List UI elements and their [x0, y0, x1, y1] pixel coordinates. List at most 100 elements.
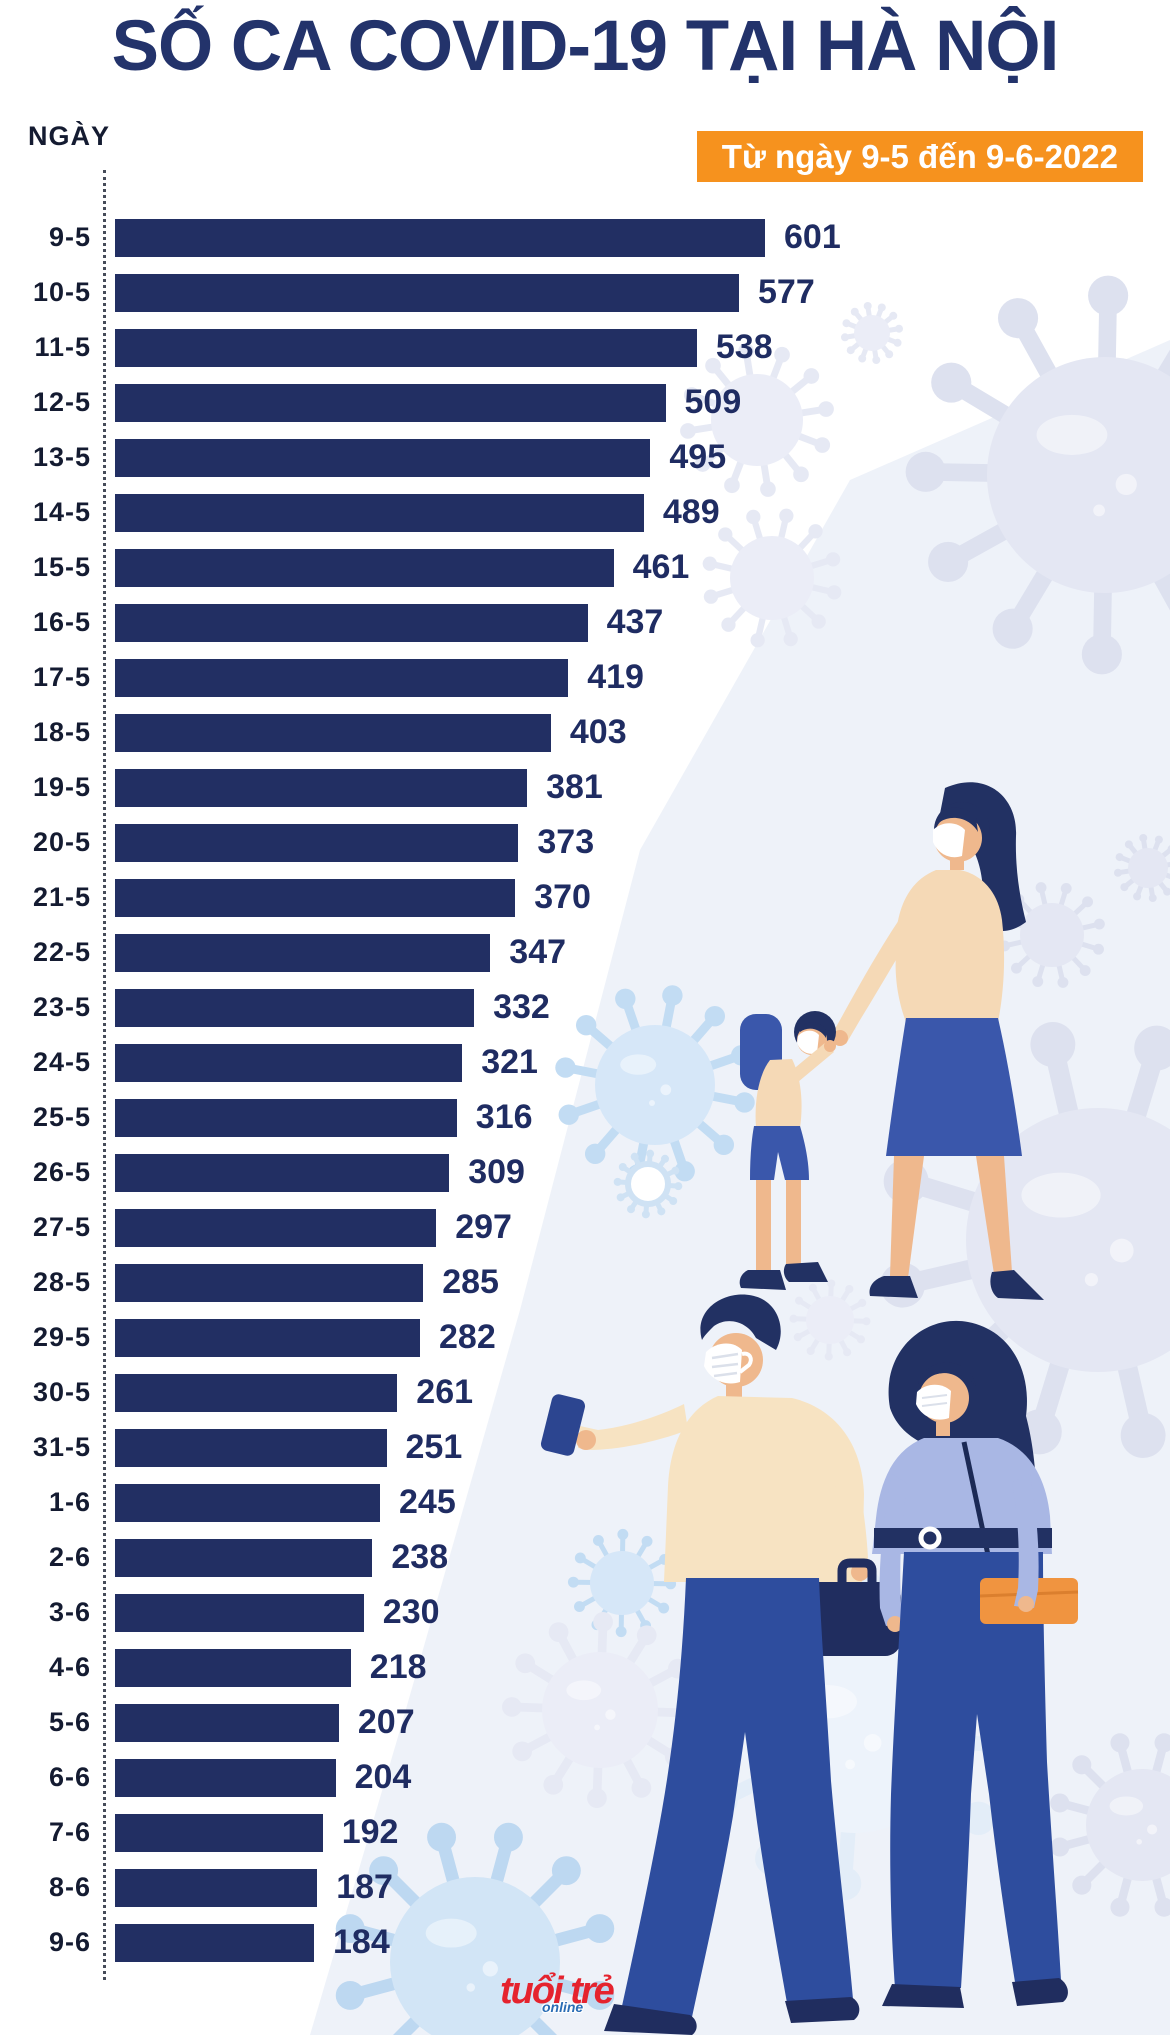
chart-row: 23-5 332 [0, 980, 900, 1035]
chart-row: 25-5 316 [0, 1090, 900, 1145]
chart-row: 15-5 461 [0, 540, 900, 595]
date-label: 29-5 [32, 1322, 91, 1352]
bar [115, 1263, 424, 1302]
value-label: 207 [357, 1703, 415, 1741]
chart-row: 18-5 403 [0, 705, 900, 760]
bar [115, 1153, 450, 1192]
bar [115, 658, 569, 697]
value-label: 321 [481, 1043, 538, 1081]
date-label: 6-6 [48, 1762, 91, 1792]
virus-icon [702, 508, 842, 648]
bar [115, 823, 519, 862]
value-label: 245 [399, 1483, 456, 1521]
face-mask-icon [933, 823, 965, 858]
date-label: 16-5 [32, 607, 91, 637]
date-label: 31-5 [32, 1432, 91, 1462]
value-label: 204 [354, 1758, 412, 1796]
date-label: 17-5 [32, 662, 91, 692]
date-label: 13-5 [32, 442, 91, 472]
period-badge: Từ ngày 9-5 đến 9-6-2022 [696, 131, 1143, 182]
logo-sub-text: online [542, 1999, 584, 2015]
virus-icons [335, 275, 1170, 2035]
chart-row: 4-6 218 [0, 1640, 900, 1695]
virus-icon [502, 1612, 698, 1808]
value-label: 437 [606, 603, 664, 641]
value-label: 261 [416, 1373, 474, 1411]
bar [115, 438, 651, 477]
bar [115, 1813, 323, 1852]
date-label: 27-5 [32, 1212, 91, 1242]
value-label: 489 [662, 493, 720, 531]
date-label: 3-6 [48, 1597, 91, 1627]
date-label: 15-5 [32, 552, 91, 582]
value-label: 419 [587, 658, 644, 696]
date-label: 22-5 [32, 937, 91, 967]
date-label: 28-5 [32, 1267, 91, 1297]
date-label: 25-5 [32, 1102, 91, 1132]
woman-and-child-illustration [739, 782, 1044, 1300]
chart-row: 9-6 184 [0, 1915, 900, 1970]
chart-row: 2-6 238 [0, 1530, 900, 1585]
bar [115, 1648, 351, 1687]
chart-row: 28-5 285 [0, 1255, 900, 1310]
chart-row: 3-6 230 [0, 1585, 900, 1640]
bar [115, 1758, 336, 1797]
logo-main-text: tuổi trẻ [500, 1970, 615, 2012]
date-label: 2-6 [48, 1542, 91, 1572]
date-label: 7-6 [48, 1817, 91, 1847]
bar [115, 933, 491, 972]
virus-icon [335, 1822, 615, 2035]
value-label: 577 [758, 273, 815, 311]
bar [115, 1923, 314, 1962]
chart-row: 6-6 204 [0, 1750, 900, 1805]
chart-row: 14-5 489 [0, 485, 900, 540]
value-label: 282 [439, 1318, 496, 1356]
value-label: 403 [569, 713, 627, 751]
bar [115, 988, 475, 1027]
value-label: 187 [336, 1868, 393, 1906]
chart-row: 12-5 509 [0, 375, 900, 430]
chart-row: 5-6 207 [0, 1695, 900, 1750]
value-label: 461 [632, 548, 690, 586]
virus-icon [1113, 833, 1170, 903]
chart-row: 22-5 347 [0, 925, 900, 980]
virus-icon [613, 1149, 683, 1219]
man-and-woman-illustration [540, 1294, 1079, 2035]
value-label: 230 [382, 1593, 440, 1631]
chart-row: 30-5 261 [0, 1365, 900, 1420]
chart-row: 13-5 495 [0, 430, 900, 485]
value-label: 316 [475, 1098, 533, 1136]
phone-icon [540, 1394, 586, 1456]
bar [115, 603, 588, 642]
bar [115, 273, 739, 312]
bar [115, 1318, 420, 1357]
value-label: 251 [405, 1428, 463, 1466]
bar [115, 548, 614, 587]
value-label: 218 [369, 1648, 427, 1686]
date-label: 21-5 [32, 882, 91, 912]
value-label: 238 [391, 1538, 449, 1576]
chart-row: 10-5 577 [0, 265, 900, 320]
date-label: 9-5 [48, 222, 91, 252]
bar [115, 383, 666, 422]
chart-row: 19-5 381 [0, 760, 900, 815]
chart-row: 24-5 321 [0, 1035, 900, 1090]
date-label: 5-6 [48, 1707, 91, 1737]
tuoi-tre-logo: tuổi trẻ online [500, 1972, 630, 2028]
value-label: 192 [341, 1813, 399, 1851]
value-label: 309 [468, 1153, 525, 1191]
bar [115, 1538, 373, 1577]
chart-row: 29-5 282 [0, 1310, 900, 1365]
y-axis-label: NGÀY [28, 121, 111, 151]
bar [115, 328, 697, 367]
virus-icon [789, 1279, 871, 1361]
bar [115, 1428, 387, 1467]
bar [115, 493, 644, 532]
value-label: 370 [534, 878, 591, 916]
chart-row: 27-5 297 [0, 1200, 900, 1255]
bar [115, 1208, 437, 1247]
axis-line [103, 170, 106, 1980]
date-label: 11-5 [34, 332, 91, 362]
